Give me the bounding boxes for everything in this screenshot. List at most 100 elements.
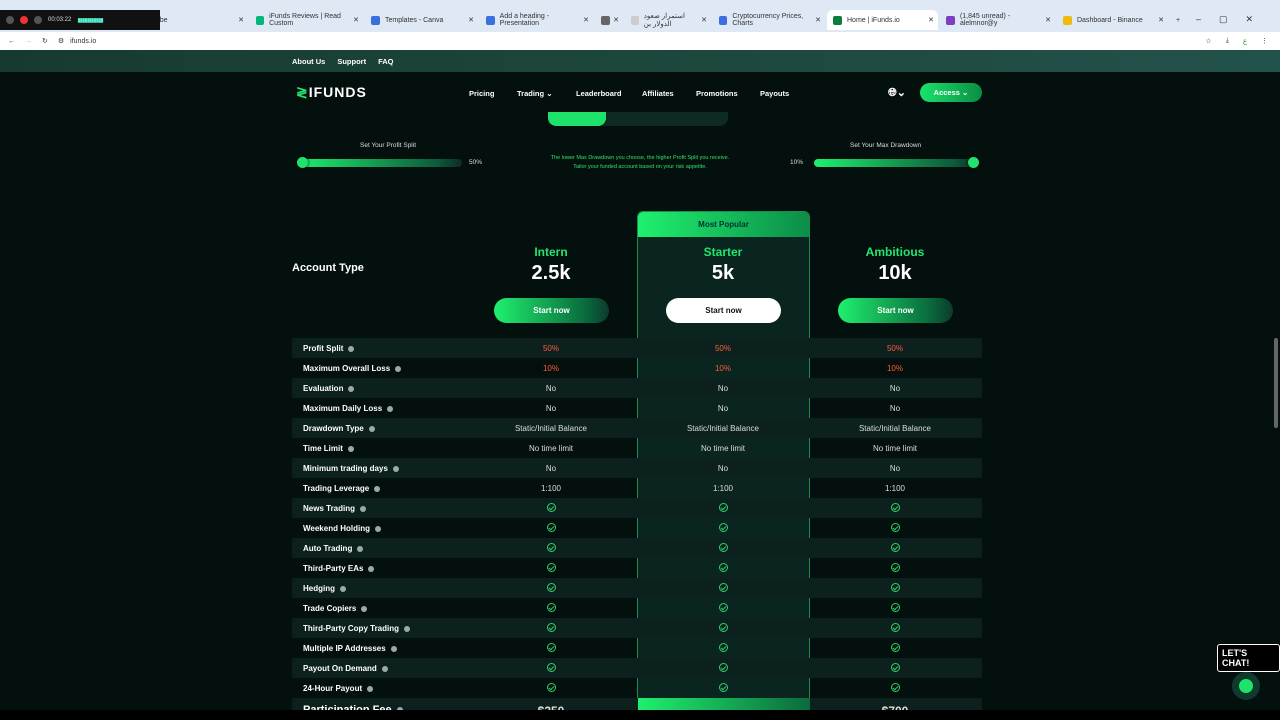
tab-close-icon[interactable]: ✕ [928,17,934,24]
info-icon[interactable] [357,545,364,552]
table-cell [637,543,809,555]
check-icon [890,503,900,512]
download-icon[interactable]: ⤓ [1225,37,1229,44]
table-row: Payout On Demand [292,658,982,678]
table-cell: No [809,384,981,393]
scrollbar[interactable] [1274,338,1278,428]
close-window-button[interactable]: ✕ [1245,14,1254,24]
tab-close-icon[interactable]: ✕ [701,17,707,24]
tab-close-icon[interactable]: ✕ [468,17,474,24]
info-icon[interactable] [368,425,375,432]
chat-bubble-label[interactable]: LET'S CHAT! [1217,644,1280,672]
globe-language-icon[interactable]: 🌐︎⌄ [888,87,907,99]
info-icon[interactable] [361,605,368,612]
info-icon[interactable] [348,385,355,392]
slider-knob[interactable] [297,157,308,168]
plan-toggle[interactable] [548,112,728,126]
info-icon[interactable] [340,585,346,592]
info-icon[interactable] [387,405,394,412]
max-drawdown-slider[interactable] [814,157,979,168]
nav-payouts[interactable]: Payouts [760,89,790,98]
browser-tab[interactable]: Cryptocurrency Prices, Charts ✕ [713,10,825,30]
pause-icon[interactable] [6,16,14,24]
info-icon[interactable] [367,685,374,692]
table-cell [637,503,809,515]
tab-close-icon[interactable]: ✕ [1158,17,1164,24]
window-controls: – ▢ ✕ [1196,14,1253,25]
browser-tab[interactable]: iFunds Reviews | Read Custom ✕ [250,10,363,30]
browser-tab[interactable]: ✕ [595,10,623,30]
browser-tab[interactable]: Home | iFunds.io ✕ [827,10,938,30]
table-cell [637,623,809,635]
info-icon[interactable] [390,645,397,652]
info-icon[interactable] [360,505,367,512]
minimize-button[interactable]: – [1196,14,1202,24]
profile-icon[interactable]: ع [1242,38,1247,45]
start-now-button[interactable]: Start now [666,298,781,323]
info-icon[interactable] [374,525,381,532]
tab-close-icon[interactable]: ✕ [353,17,359,24]
row-label: Time Limit [303,444,354,453]
profit-split-slider[interactable] [297,157,462,168]
table-row: Hedging [292,578,982,598]
row-label-text: Multiple IP Addresses [303,644,386,653]
row-label-text: Maximum Overall Loss [303,364,391,373]
table-cell: 50% [809,344,981,353]
stop-icon[interactable] [20,16,28,24]
new-tab-button[interactable]: + [1176,16,1181,24]
tab-close-icon[interactable]: ✕ [583,17,589,24]
check-icon [890,523,900,532]
table-cell: No [637,404,809,413]
nav-trading-label: Trading [517,89,545,98]
maximize-button[interactable]: ▢ [1219,14,1228,24]
tab-close-icon[interactable]: ✕ [1045,17,1051,24]
forward-icon[interactable]: → [25,37,32,45]
tab-favicon-icon [256,15,265,25]
menu-icon[interactable]: ⋮ [1261,38,1268,45]
access-button[interactable]: Access ⌄ [920,83,982,102]
table-cell: No [637,464,809,473]
table-cell [809,543,981,555]
info-icon[interactable] [395,365,402,372]
site-info-icon[interactable]: ⚙ [57,38,65,45]
info-icon[interactable] [348,345,355,352]
info-icon[interactable] [374,485,381,492]
tab-close-icon[interactable]: ✕ [815,17,821,24]
table-cell [637,643,809,655]
info-icon[interactable] [368,565,375,572]
support-link[interactable]: Support [337,56,367,66]
nav-trading[interactable]: Trading ⌄ [517,89,552,98]
info-icon[interactable] [381,665,388,672]
tab-close-icon[interactable]: ✕ [613,17,619,24]
tab-close-icon[interactable]: ✕ [238,17,244,24]
nav-promotions[interactable]: Promotions [696,89,738,98]
tab-title: (1,845 unread) - alelmnor@y [959,13,1011,27]
browser-tab[interactable]: Dashboard - Binance ✕ [1057,10,1168,30]
chat-button[interactable] [1232,672,1260,700]
info-icon[interactable] [347,445,354,452]
info-icon[interactable] [392,465,399,472]
reload-icon[interactable]: ↻ [42,38,48,45]
nav-affiliates[interactable]: Affiliates [642,89,674,98]
tab-title: Home | iFunds.io [847,16,900,24]
nav-leaderboard[interactable]: Leaderboard [576,89,622,98]
logo[interactable]: ≷IFUNDS [296,84,367,101]
tab-favicon-icon [601,15,610,25]
faq-link[interactable]: FAQ [378,56,394,66]
browser-tab[interactable]: Add a heading - Presentation ✕ [480,10,593,30]
url-field[interactable]: ifunds.io [70,37,97,45]
slider-knob[interactable] [968,157,979,168]
start-now-button[interactable]: Start now [494,298,609,323]
bookmark-star-icon[interactable]: ☆ [1205,38,1212,45]
browser-tab[interactable]: استمرار صعود الدولار بن ✕ [625,10,711,30]
nav-pricing[interactable]: Pricing [469,89,495,98]
browser-tab[interactable]: Templates - Canva ✕ [365,10,478,30]
table-row: Multiple IP Addresses [292,638,982,658]
back-icon[interactable]: ← [8,37,15,45]
about-us-link[interactable]: About Us [292,56,326,66]
info-icon[interactable] [404,625,411,632]
browser-tab[interactable]: (1,845 unread) - alelmnor@y ✕ [940,10,1055,30]
table-cell: No [465,464,637,473]
play-icon[interactable] [34,16,42,24]
start-now-button[interactable]: Start now [838,298,953,323]
